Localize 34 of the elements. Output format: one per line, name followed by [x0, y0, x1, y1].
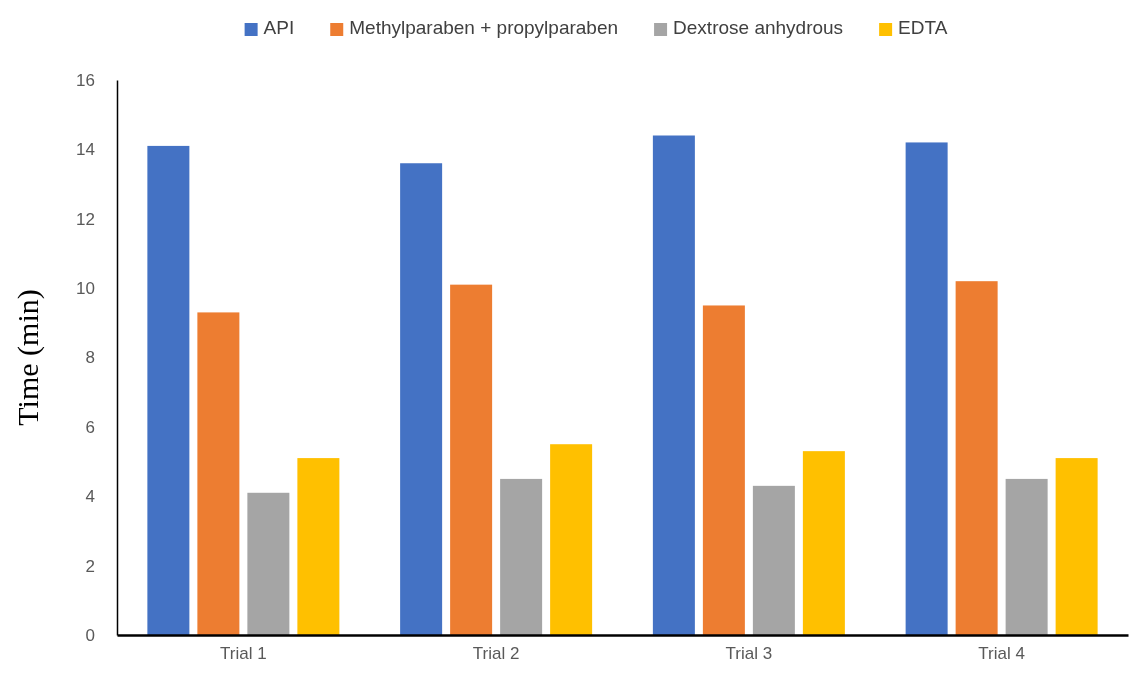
- y-tick-label: 10: [76, 279, 95, 299]
- legend-label: Dextrose anhydrous: [673, 17, 844, 38]
- x-tick-label: Trial 3: [725, 644, 773, 664]
- bar: [905, 142, 948, 635]
- y-tick-label: 8: [85, 348, 95, 368]
- bar: [247, 492, 290, 635]
- x-tick-label: Trial 2: [472, 644, 520, 664]
- y-axis-title: Time (min): [11, 289, 45, 426]
- bar: [1055, 458, 1098, 635]
- bar: [500, 478, 543, 635]
- bar: [1005, 478, 1048, 635]
- bar: [652, 135, 695, 635]
- x-tick-label: Trial 4: [978, 644, 1025, 664]
- legend-label: API: [263, 17, 295, 38]
- bar: [297, 458, 340, 635]
- y-tick-label: 2: [85, 556, 95, 576]
- y-tick-label: 14: [76, 140, 95, 160]
- bar: [752, 485, 795, 635]
- bar: [450, 284, 493, 635]
- bar: [197, 312, 240, 635]
- y-tick-label: 4: [85, 487, 95, 507]
- bar: [802, 451, 845, 635]
- y-tick-label: 16: [76, 70, 95, 90]
- legend-label: EDTA: [898, 17, 948, 38]
- bar: [147, 145, 190, 635]
- x-tick-label: Trial 1: [220, 644, 267, 664]
- bar: [400, 163, 443, 635]
- y-tick-label: 12: [76, 209, 95, 229]
- bar: [550, 444, 593, 635]
- y-tick-label: 0: [85, 625, 95, 645]
- y-tick-label: 6: [85, 417, 95, 437]
- bar: [955, 281, 998, 635]
- legend-label: Methylparaben + propylparaben: [349, 17, 619, 38]
- bar: [702, 305, 745, 635]
